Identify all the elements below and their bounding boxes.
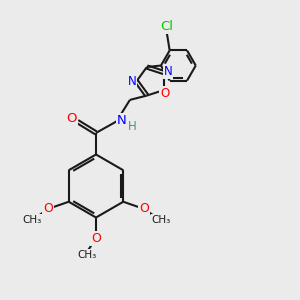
Text: H: H: [128, 119, 136, 133]
Text: Cl: Cl: [160, 20, 173, 33]
Text: CH₃: CH₃: [22, 215, 41, 225]
Text: N: N: [128, 75, 136, 88]
Text: CH₃: CH₃: [77, 250, 97, 260]
Text: N: N: [117, 114, 127, 127]
Text: CH₃: CH₃: [152, 215, 171, 225]
Text: O: O: [66, 112, 77, 125]
Text: N: N: [164, 65, 172, 78]
Text: O: O: [160, 87, 169, 100]
Text: O: O: [43, 202, 53, 215]
Text: O: O: [91, 232, 101, 245]
Text: O: O: [139, 202, 149, 215]
